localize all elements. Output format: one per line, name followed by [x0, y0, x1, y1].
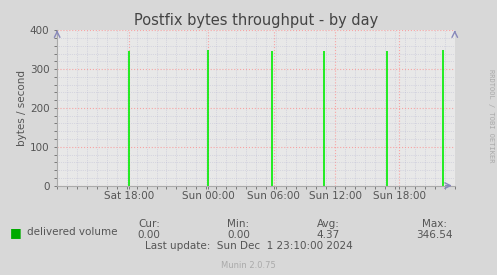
Text: delivered volume: delivered volume	[27, 227, 118, 237]
Text: 0.00: 0.00	[138, 230, 161, 240]
Text: Avg:: Avg:	[317, 219, 339, 229]
Text: 4.37: 4.37	[317, 230, 339, 240]
Text: ■: ■	[10, 226, 22, 239]
Text: 346.54: 346.54	[416, 230, 453, 240]
Text: Min:: Min:	[228, 219, 249, 229]
Text: RRDTOOL / TOBI OETIKER: RRDTOOL / TOBI OETIKER	[488, 69, 494, 162]
Title: Postfix bytes throughput - by day: Postfix bytes throughput - by day	[134, 13, 378, 28]
Text: Last update:  Sun Dec  1 23:10:00 2024: Last update: Sun Dec 1 23:10:00 2024	[145, 241, 352, 251]
Y-axis label: bytes / second: bytes / second	[17, 70, 27, 146]
Text: Munin 2.0.75: Munin 2.0.75	[221, 261, 276, 270]
Text: 0.00: 0.00	[227, 230, 250, 240]
Text: Max:: Max:	[422, 219, 447, 229]
Text: Cur:: Cur:	[138, 219, 160, 229]
